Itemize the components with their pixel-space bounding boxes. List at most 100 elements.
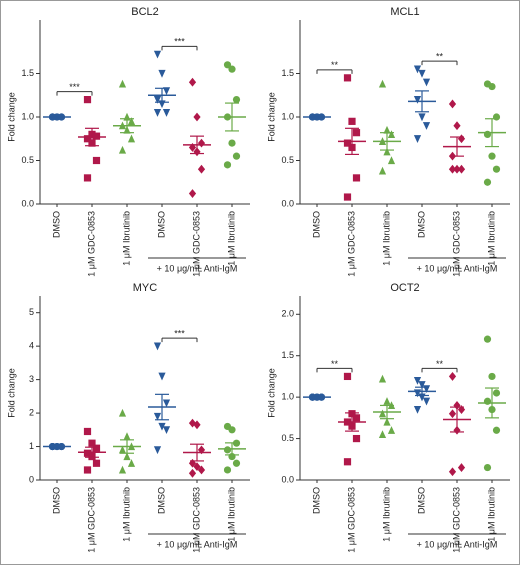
point bbox=[453, 164, 461, 174]
x-tick-label: 1 μM Ibrutinib bbox=[486, 211, 496, 266]
point bbox=[448, 409, 457, 419]
significance-label: ** bbox=[331, 359, 339, 369]
point bbox=[378, 166, 387, 175]
point bbox=[228, 65, 236, 73]
point bbox=[488, 152, 496, 160]
x-tick-label: DMSO bbox=[416, 211, 426, 238]
point bbox=[413, 65, 422, 74]
point bbox=[162, 399, 171, 408]
point bbox=[188, 468, 197, 478]
point bbox=[488, 372, 496, 381]
point bbox=[153, 96, 162, 104]
x-tick-label: 1 μM GDC-0853 bbox=[86, 211, 96, 277]
point bbox=[83, 427, 92, 436]
point bbox=[123, 432, 131, 441]
y-tick-label: 0.5 bbox=[281, 155, 294, 165]
point bbox=[422, 122, 431, 130]
point bbox=[127, 117, 136, 125]
point bbox=[422, 78, 431, 87]
y-tick-label: 1.0 bbox=[281, 111, 294, 121]
point bbox=[352, 414, 361, 422]
point bbox=[387, 130, 396, 138]
point bbox=[378, 409, 387, 418]
point bbox=[492, 426, 501, 434]
point bbox=[118, 408, 127, 417]
point bbox=[153, 412, 162, 421]
point bbox=[413, 376, 422, 385]
point bbox=[483, 335, 492, 343]
point bbox=[162, 426, 171, 435]
point bbox=[232, 96, 241, 104]
point bbox=[223, 446, 232, 454]
point bbox=[197, 164, 206, 174]
point bbox=[343, 372, 352, 381]
y-axis-label: Fold change bbox=[6, 92, 16, 142]
point bbox=[127, 459, 136, 467]
x-tick-label: 1 μM Ibrutinib bbox=[381, 211, 391, 266]
point bbox=[83, 96, 92, 104]
x-tick-label: 1 μM GDC-0853 bbox=[86, 487, 96, 553]
point bbox=[188, 189, 197, 198]
point bbox=[483, 178, 492, 186]
point bbox=[352, 434, 361, 443]
y-axis-label: Fold change bbox=[6, 368, 16, 418]
significance-label: ** bbox=[436, 52, 444, 62]
point bbox=[193, 420, 201, 430]
point bbox=[488, 82, 496, 91]
point bbox=[88, 439, 96, 447]
point bbox=[492, 113, 501, 121]
point bbox=[158, 422, 166, 431]
point bbox=[343, 193, 352, 201]
y-tick-label: 4 bbox=[29, 341, 34, 351]
significance-label: *** bbox=[69, 82, 80, 92]
point bbox=[413, 135, 422, 143]
point bbox=[153, 109, 162, 117]
point bbox=[348, 117, 356, 125]
group-label: + 10 μg/mL Anti-IgM bbox=[417, 539, 498, 549]
y-tick-label: 1.5 bbox=[281, 350, 294, 360]
y-tick-label: 5 bbox=[29, 307, 34, 317]
point bbox=[343, 458, 352, 466]
x-tick-label: 1 μM Ibrutinib bbox=[486, 487, 496, 542]
point bbox=[418, 69, 426, 78]
y-tick-label: 0.0 bbox=[21, 198, 34, 208]
x-tick-label: 1 μM GDC-0853 bbox=[451, 211, 461, 277]
y-tick-label: 1.5 bbox=[281, 68, 294, 78]
x-tick-label: 1 μM GDC-0853 bbox=[191, 487, 201, 553]
point bbox=[223, 61, 232, 69]
y-axis-label: Fold change bbox=[266, 368, 276, 418]
x-tick-label: 1 μM Ibrutinib bbox=[226, 487, 236, 542]
y-tick-label: 2.0 bbox=[281, 309, 294, 319]
y-tick-label: 1 bbox=[29, 441, 34, 451]
x-tick-label: 1 μM GDC-0853 bbox=[346, 487, 356, 553]
point bbox=[188, 458, 197, 468]
x-tick-label: 1 μM Ibrutinib bbox=[226, 211, 236, 266]
panel-title: MCL1 bbox=[390, 6, 419, 18]
point bbox=[492, 165, 501, 173]
x-tick-label: DMSO bbox=[311, 487, 321, 514]
point bbox=[162, 109, 171, 117]
point bbox=[492, 389, 501, 397]
group-label: + 10 μg/mL Anti-IgM bbox=[417, 263, 498, 273]
x-tick-label: DMSO bbox=[156, 211, 166, 238]
point bbox=[153, 446, 162, 455]
y-tick-label: 0 bbox=[29, 474, 34, 484]
point bbox=[352, 129, 361, 137]
y-axis-label: Fold change bbox=[266, 92, 276, 142]
point bbox=[118, 145, 127, 154]
point bbox=[83, 174, 92, 182]
y-tick-label: 3 bbox=[29, 374, 34, 384]
x-tick-label: 1 μM GDC-0853 bbox=[346, 211, 356, 277]
point bbox=[352, 174, 361, 182]
point bbox=[92, 459, 101, 467]
y-tick-label: 0.5 bbox=[21, 155, 34, 165]
point bbox=[118, 445, 127, 454]
point bbox=[418, 381, 426, 389]
panel-title: OCT2 bbox=[390, 282, 419, 294]
x-tick-label: DMSO bbox=[156, 487, 166, 514]
panel-title: MYC bbox=[133, 282, 158, 294]
point bbox=[457, 463, 466, 472]
point bbox=[453, 121, 461, 131]
group-label: + 10 μg/mL Anti-IgM bbox=[157, 263, 238, 273]
